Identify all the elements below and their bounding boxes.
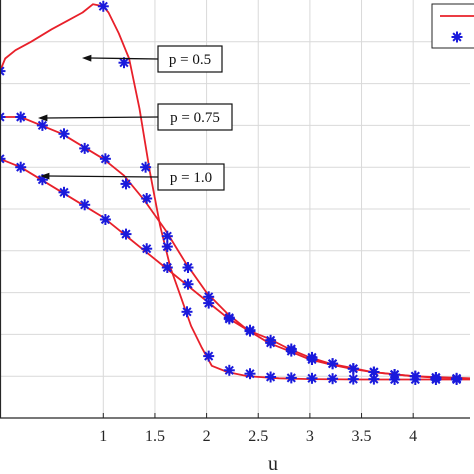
x-tick-label: 2.5 [248,428,268,445]
data-point-marker [389,369,401,380]
data-point-marker [285,343,297,355]
ticks: 1 1.5 2 2.5 3 3.5 4 [99,413,417,445]
x-axis-label: u [268,453,278,474]
data-point-marker [347,373,359,385]
x-tick-label: 4 [409,428,417,445]
data-point-marker [409,370,421,382]
axes [0,0,470,419]
annotation-arrow [45,116,159,119]
annotations: p = 0.5 p = 0.75 p = 1.0 [38,45,233,191]
legend-box [431,3,474,49]
data-point-marker [15,111,27,123]
data-point-marker [161,230,173,242]
data-point-marker [223,364,235,376]
series-line [0,157,471,380]
markers [0,0,463,385]
data-point-marker [203,297,215,309]
series-line [0,116,471,380]
data-point-marker [0,65,6,77]
data-point-marker [347,363,359,375]
data-point-marker [0,111,6,123]
annotation-arrowhead [82,54,92,62]
data-point-marker [120,228,132,240]
data-point-marker [451,373,463,385]
data-point-marker [141,193,153,204]
data-point-marker [161,262,173,273]
data-point-marker [265,371,277,383]
annotation-label: p = 0.5 [169,52,211,68]
data-point-marker [244,325,256,337]
data-point-marker [97,0,109,12]
data-point-marker [58,186,70,198]
x-tick-label: 1 [99,428,107,445]
data-point-marker [203,350,215,362]
annotation-arrowhead [40,172,50,180]
data-point-marker [223,313,235,325]
legend-marker-sample [451,31,463,43]
annotation-label: p = 1.0 [170,170,212,186]
data-point-marker [368,366,380,378]
annotation-arrow [47,175,159,178]
data-point-marker [0,153,6,165]
x-tick-label: 3 [306,428,314,445]
data-point-marker [182,278,194,290]
data-point-marker [181,306,193,318]
plot-lines [0,3,471,381]
data-point-marker [141,243,153,255]
legend [431,3,474,49]
x-tick-label: 2 [203,428,211,445]
x-tick-label: 1.5 [145,428,165,445]
data-point-marker [244,368,256,380]
data-point-marker [285,372,297,384]
data-point-marker [327,373,339,385]
data-point-marker [327,358,339,370]
annotation-arrowhead [38,114,48,122]
data-point-marker [15,161,27,173]
annotation-box [157,103,233,131]
data-point-marker [58,128,70,140]
data-point-marker [120,178,132,190]
data-point-marker [79,142,91,154]
data-point-marker [430,372,442,383]
data-point-marker [265,334,277,346]
annotation-box [157,163,225,191]
data-point-marker [36,119,48,131]
data-point-marker [161,241,173,253]
data-point-marker [306,372,318,384]
data-point-marker [182,262,194,273]
data-point-marker [306,351,318,363]
annotation-box [157,45,223,73]
data-point-marker [99,214,111,225]
annotation-label: p = 0.75 [170,110,220,126]
data-point-marker [140,161,152,173]
data-point-marker [99,153,111,165]
data-point-marker [79,199,91,211]
x-tick-label: 3.5 [352,428,372,445]
grid [0,0,470,418]
annotation-arrow [89,57,159,60]
